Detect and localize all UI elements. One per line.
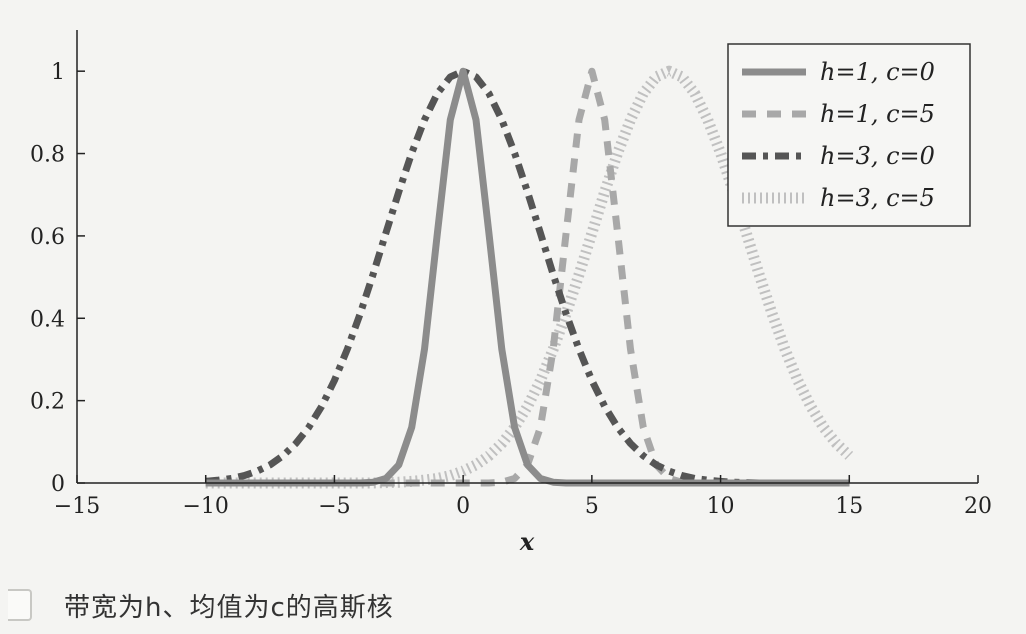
y-tick-label: 0.8 — [30, 143, 65, 168]
axes-layer: −15 −10 −5 0 5 10 15 20 0 0.2 0.4 0.6 0.8 1 — [30, 30, 992, 519]
legend-label-1: h=1, c=0 — [820, 58, 935, 86]
caption-text: 带宽为h、均值为c的高斯核 — [64, 592, 394, 623]
gaussian-kernel-chart: −15 −10 −5 0 5 10 15 20 0 0.2 0.4 0.6 0.8 1 x h=1, c=… — [30, 30, 992, 556]
x-tick-label: 15 — [835, 494, 863, 519]
caption-marker-box — [8, 589, 32, 621]
y-tick-label: 0.6 — [30, 225, 65, 250]
x-axis-label: x — [519, 527, 535, 556]
x-tick-label: 10 — [707, 494, 735, 519]
y-tick-label: 0.4 — [30, 307, 65, 332]
legend-label-2: h=1, c=5 — [820, 100, 935, 128]
y-tick-label: 0.2 — [30, 390, 65, 415]
x-tick-label: 20 — [964, 494, 992, 519]
y-tick-label: 1 — [51, 60, 65, 85]
legend: h=1, c=0 h=1, c=5 h=3, c=0 h=3, c=5 — [727, 43, 971, 227]
x-tick-label: −5 — [318, 494, 350, 519]
x-tick-label: 5 — [585, 494, 599, 519]
figure-caption: 带宽为h、均值为c的高斯核 — [0, 576, 1026, 634]
legend-label-3: h=3, c=0 — [820, 142, 935, 170]
x-tick-label: 0 — [456, 494, 470, 519]
y-tick-label: 0 — [51, 472, 65, 497]
x-tick-label: −10 — [182, 494, 228, 519]
legend-label-4: h=3, c=5 — [820, 184, 935, 212]
x-tick-label: −15 — [54, 494, 100, 519]
